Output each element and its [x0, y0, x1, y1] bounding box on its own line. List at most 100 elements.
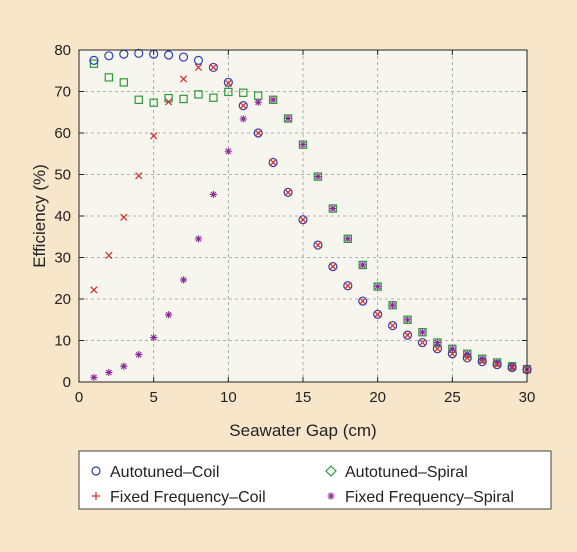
x-tick-label: 0	[75, 389, 83, 406]
data-point	[134, 48, 144, 58]
legend-box	[78, 450, 552, 510]
data-point	[150, 132, 158, 140]
data-point	[165, 311, 173, 319]
data-point	[89, 55, 99, 65]
data-point	[507, 362, 517, 373]
data-point	[239, 101, 247, 110]
data-point	[149, 98, 158, 107]
data-point	[224, 79, 232, 87]
data-point	[462, 353, 472, 363]
data-point	[314, 241, 322, 249]
data-point	[164, 50, 174, 60]
y-axis-label: Efficiency (%)	[30, 164, 49, 268]
data-point	[224, 147, 232, 155]
data-point	[179, 75, 188, 83]
data-point	[150, 333, 158, 342]
x-tick-label: 15	[295, 389, 312, 406]
y-tick-label: 70	[54, 84, 71, 101]
legend-item: Autotuned–Coil	[91, 464, 219, 481]
x-tick-label: 25	[444, 389, 461, 406]
data-point	[135, 172, 143, 180]
data-point	[209, 63, 218, 72]
data-point	[299, 141, 307, 149]
axis-ticks: 0 5 10 15 20 25 30 0 10 20 30 40 50 60 70 80	[54, 42, 535, 406]
legend-label: Autotuned–Coil	[110, 464, 219, 481]
data-point	[477, 357, 487, 367]
data-point	[298, 215, 308, 225]
data-point	[135, 351, 143, 359]
data-point	[284, 188, 292, 196]
y-tick-label: 20	[54, 291, 71, 308]
data-point	[209, 93, 218, 102]
data-point	[343, 281, 353, 291]
x-tick-label: 5	[149, 389, 157, 406]
data-point	[373, 309, 383, 319]
data-point	[253, 128, 263, 138]
data-series	[89, 48, 532, 382]
x-tick-label: 30	[519, 389, 536, 406]
data-point	[448, 350, 456, 358]
data-point	[194, 63, 203, 72]
data-point	[432, 344, 442, 354]
data-point	[418, 338, 427, 347]
data-point	[89, 59, 99, 68]
y-tick-label: 30	[54, 250, 71, 267]
data-point	[447, 349, 457, 359]
legend-marker-diamond	[325, 465, 337, 477]
data-point	[268, 157, 278, 168]
data-point	[209, 190, 217, 199]
y-tick-label: 60	[54, 125, 71, 142]
y-tick-label: 0	[63, 374, 71, 391]
data-point	[238, 101, 248, 111]
data-point	[417, 337, 428, 348]
data-point	[328, 262, 338, 272]
data-point	[223, 77, 233, 87]
data-point	[239, 115, 247, 123]
data-point	[178, 52, 189, 62]
data-point	[208, 62, 218, 73]
data-point	[493, 358, 501, 367]
data-point	[314, 172, 322, 181]
data-point	[403, 316, 412, 324]
data-point	[359, 261, 367, 269]
data-point	[104, 73, 114, 82]
data-point	[269, 158, 277, 167]
data-point	[433, 338, 441, 347]
data-point	[478, 355, 486, 363]
y-tick-label: 40	[54, 208, 71, 225]
y-tick-label: 50	[54, 167, 71, 184]
data-point	[508, 362, 516, 370]
data-point	[254, 98, 262, 106]
data-point	[344, 282, 352, 290]
data-point	[388, 321, 397, 330]
data-point	[194, 90, 203, 99]
data-point	[493, 360, 501, 369]
data-point	[448, 345, 456, 353]
data-point	[239, 88, 248, 97]
legend-label: Fixed Frequency–Coil	[110, 489, 266, 506]
legend-label: Fixed Frequency–Spiral	[345, 489, 514, 506]
data-point	[224, 87, 233, 97]
data-point	[402, 330, 413, 340]
data-point	[134, 95, 143, 104]
data-point	[463, 354, 471, 362]
data-point	[179, 94, 188, 104]
data-point	[329, 204, 337, 213]
data-point	[105, 251, 113, 260]
data-point	[179, 276, 188, 284]
data-point	[359, 297, 367, 305]
legend-marker-plus	[92, 492, 100, 500]
data-point	[164, 98, 173, 106]
data-point	[269, 96, 277, 104]
legend: Autotuned–Coil Autotuned–Spiral Fixed Freq…	[78, 450, 552, 510]
data-point	[374, 282, 382, 291]
data-point	[120, 362, 128, 370]
x-axis-label: Seawater Gap (cm)	[229, 421, 376, 440]
y-tick-label: 10	[54, 333, 71, 350]
data-point	[299, 216, 307, 224]
data-point	[374, 310, 382, 318]
data-point	[478, 358, 486, 366]
data-point	[193, 55, 204, 65]
legend-marker-asterisk	[327, 492, 335, 500]
